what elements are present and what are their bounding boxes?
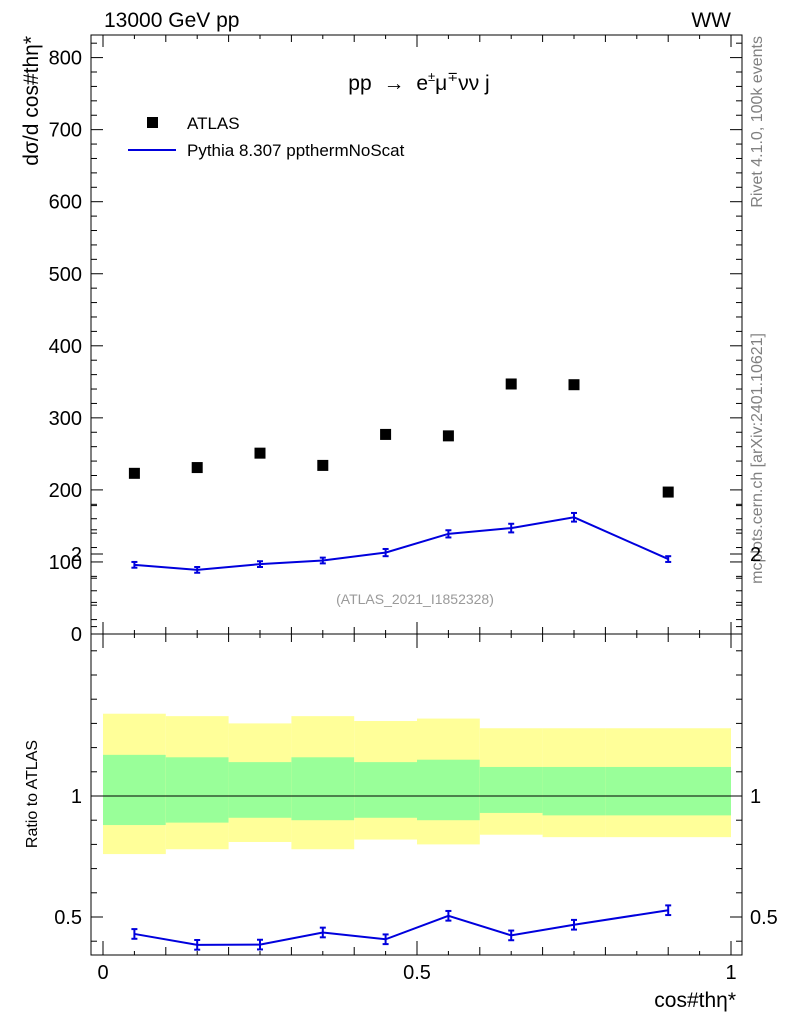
mc-series-line [134,516,669,571]
main-ytick-label: 300 [49,408,82,430]
ratio-band-inner [103,754,166,826]
main-ytick-label: 400 [49,336,82,358]
legend-marker-atlas [147,117,158,128]
rivet-label: Rivet 4.1.0, 100k events [749,36,766,208]
atlas-data-point [128,467,140,479]
header-energy-label: 13000 GeV pp [104,9,239,32]
mcplots-label: mcplots.cern.ch [arXiv:2401.10621] [749,333,766,584]
ratio-band-inner [479,766,543,813]
process-title: pp → e±μ∓νν j [348,69,489,95]
main-ytick-label: 100 [49,552,82,574]
ratio-mc-line [134,909,669,946]
legend: ATLAS Pythia 8.307 ppthermNoScat [128,114,405,160]
ratio-ylabel: Ratio to ATLAS [24,740,41,848]
atlas-data-point [662,486,674,498]
ratio-ytick-label-right: 2 [750,544,761,566]
atlas-data-point [191,462,203,474]
x-axis-label: cos#thη* [654,989,736,1012]
ratio-band-inner [291,757,355,821]
analysis-id: (ATLAS_2021_I1852328) [336,591,494,607]
ratio-ytick-label-right: 1 [750,786,761,808]
main-ytick-label: 0 [71,624,82,646]
ratio-band-inner [542,766,606,816]
ratio-band-inner [228,762,292,818]
main-ytick-label: 500 [49,264,82,286]
ratio-band-inner [605,766,731,816]
legend-label-atlas: ATLAS [187,114,240,133]
atlas-data-point [568,379,580,391]
legend-label-mc: Pythia 8.307 ppthermNoScat [187,141,405,160]
ratio-band-inner [165,757,229,823]
main-ytick-label: 800 [49,48,82,70]
main-ytick-label: 200 [49,480,82,502]
ratio-ytick-label: 2 [71,544,82,566]
ratio-band-inner [354,762,417,818]
main-ytick-label: 700 [49,120,82,142]
ratio-ytick-label: 0.5 [54,907,82,929]
ratio-band-inner [417,759,480,821]
atlas-data-point [317,459,329,471]
atlas-data-point [442,430,454,442]
xtick-label: 1 [725,962,736,984]
atlas-data-point [505,378,517,390]
atlas-data-point [254,447,266,459]
main-ylabel: dσ/d cos#thη* [20,36,43,166]
main-ytick-label: 600 [49,192,82,214]
xtick-label: 0.5 [403,962,431,984]
atlas-data-point [380,428,392,440]
ratio-ytick-label: 1 [71,786,82,808]
header-process-tag: WW [691,9,731,32]
xtick-label: 0 [97,962,108,984]
ratio-ytick-label-right: 0.5 [750,907,778,929]
